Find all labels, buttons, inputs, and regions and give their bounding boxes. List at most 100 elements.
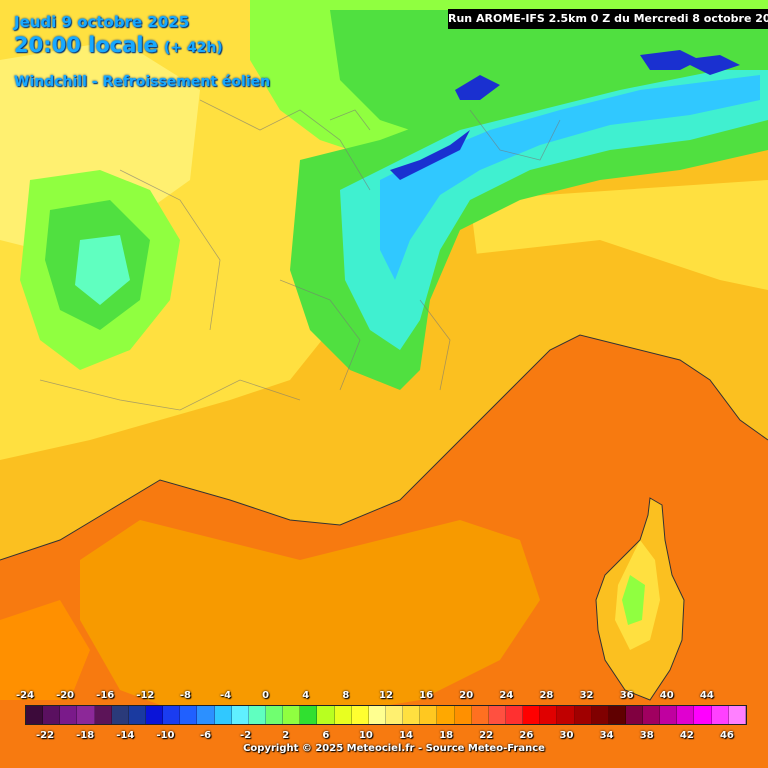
legend-swatch bbox=[677, 706, 695, 724]
legend-swatch bbox=[334, 706, 352, 724]
forecast-offset: (+ 42h) bbox=[163, 40, 223, 56]
legend-bottom-labels: -22 -18 -14 -10 -6 -2 2 6 10 14 18 22 26 30 34 38 42 46 bbox=[0, 730, 768, 744]
legend-tick-label: 0 bbox=[262, 690, 270, 701]
legend-top-labels: -24 -20 -16 -12 -8 -4 0 4 8 12 16 20 24 28 32 36 40 44 bbox=[0, 690, 768, 704]
legend-swatch bbox=[540, 706, 558, 724]
legend-tick-label: 40 bbox=[659, 690, 674, 701]
legend-swatch bbox=[420, 706, 438, 724]
legend-swatch bbox=[317, 706, 335, 724]
alps-cyan bbox=[340, 70, 768, 350]
legend-swatch bbox=[163, 706, 181, 724]
legend-tick-label: -2 bbox=[240, 730, 252, 741]
legend-swatch bbox=[385, 706, 404, 724]
legend-tick-label: 28 bbox=[539, 690, 554, 701]
legend-tick-label: -12 bbox=[136, 690, 155, 701]
massif-central-core bbox=[75, 235, 130, 305]
legend-tick-label: 38 bbox=[639, 730, 654, 741]
legend-swatch bbox=[660, 706, 678, 724]
forecast-time: 20:00 locale bbox=[14, 33, 158, 57]
legend-tick-label: 24 bbox=[499, 690, 514, 701]
legend-swatch bbox=[488, 706, 506, 724]
legend-swatch bbox=[471, 706, 489, 724]
legend-tick-label: 46 bbox=[719, 730, 734, 741]
legend-swatch bbox=[180, 706, 198, 724]
copyright-text: Copyright © 2025 Meteociel.fr - Source M… bbox=[243, 743, 545, 754]
legend-swatch bbox=[368, 706, 386, 724]
gulf-of-lion-warm bbox=[80, 520, 540, 720]
legend-tick-label: -14 bbox=[116, 730, 135, 741]
corsica-core bbox=[622, 575, 645, 625]
legend-swatch bbox=[608, 706, 626, 724]
legend-swatch bbox=[643, 706, 661, 724]
legend-tick-label: 44 bbox=[699, 690, 714, 701]
legend-tick-label: 10 bbox=[358, 730, 373, 741]
run-banner: Run AROME-IFS 2.5km 0 Z du Mercredi 8 oc… bbox=[448, 9, 768, 29]
legend-swatch bbox=[214, 706, 232, 724]
legend-swatch bbox=[265, 706, 284, 724]
legend-swatch bbox=[523, 706, 541, 724]
legend-swatch bbox=[591, 706, 609, 724]
forecast-time-line: 20:00 locale (+ 42h) bbox=[14, 33, 223, 57]
legend-swatch bbox=[77, 706, 95, 724]
legend-tick-label: -18 bbox=[76, 730, 95, 741]
legend-swatch bbox=[557, 706, 575, 724]
legend-tick-label: 6 bbox=[322, 730, 330, 741]
legend-swatch bbox=[283, 706, 301, 724]
legend-tick-label: 34 bbox=[599, 730, 614, 741]
legend-tick-label: 30 bbox=[559, 730, 574, 741]
parameter-title: Windchill - Refroissement éolien bbox=[14, 74, 271, 90]
legend-swatch bbox=[711, 706, 729, 724]
sea-south-warm bbox=[0, 600, 90, 700]
legend-swatch bbox=[300, 706, 318, 724]
legend-tick-label: -24 bbox=[15, 690, 35, 701]
legend-tick-label: -22 bbox=[36, 730, 55, 741]
legend-tick-label: 18 bbox=[439, 730, 454, 741]
legend-tick-label: -10 bbox=[156, 730, 175, 741]
legend-tick-label: 12 bbox=[379, 690, 393, 701]
legend-tick-label: -4 bbox=[219, 690, 232, 701]
legend-tick-label: 4 bbox=[302, 690, 310, 701]
legend-tick-label: 26 bbox=[519, 730, 534, 741]
legend-tick-label: 16 bbox=[419, 690, 434, 701]
legend-tick-label: 22 bbox=[479, 730, 494, 741]
legend-swatch bbox=[403, 706, 421, 724]
legend-swatch bbox=[43, 706, 61, 724]
legend-swatch bbox=[728, 706, 746, 724]
legend-tick-label: 42 bbox=[679, 730, 694, 741]
legend-tick-label: 32 bbox=[579, 690, 594, 701]
legend-tick-label: 20 bbox=[459, 690, 474, 701]
legend-swatch bbox=[60, 706, 78, 724]
legend-swatch bbox=[351, 706, 369, 724]
corsica-coastline bbox=[595, 497, 685, 701]
admin-borders bbox=[39, 99, 561, 411]
coastline bbox=[0, 334, 768, 561]
legend-color-bar bbox=[25, 705, 747, 725]
legend-swatch bbox=[128, 706, 146, 724]
legend-swatch bbox=[26, 706, 44, 724]
legend-tick-label: -6 bbox=[199, 730, 212, 741]
legend-swatch bbox=[454, 706, 472, 724]
legend-swatch bbox=[437, 706, 455, 724]
legend-swatch bbox=[694, 706, 712, 724]
legend-swatch bbox=[145, 706, 164, 724]
legend-swatch bbox=[111, 706, 129, 724]
legend-swatch bbox=[625, 706, 644, 724]
land-yellow-east bbox=[420, 240, 768, 400]
legend-swatch bbox=[574, 706, 592, 724]
legend-swatch bbox=[231, 706, 249, 724]
legend-tick-label: 2 bbox=[282, 730, 290, 741]
alps-deep-blue bbox=[390, 50, 740, 180]
legend-tick-label: 8 bbox=[342, 690, 350, 701]
alps-light-blue bbox=[380, 75, 760, 280]
legend-tick-label: 14 bbox=[399, 730, 414, 741]
legend-tick-label: -16 bbox=[96, 690, 115, 701]
legend-tick-label: -20 bbox=[56, 690, 75, 701]
legend-swatch bbox=[197, 706, 215, 724]
legend-tick-label: -8 bbox=[179, 690, 191, 701]
legend-swatch bbox=[94, 706, 112, 724]
legend-tick-label: 36 bbox=[619, 690, 634, 701]
forecast-date: Jeudi 9 octobre 2025 bbox=[14, 13, 190, 31]
legend-swatch bbox=[248, 706, 266, 724]
